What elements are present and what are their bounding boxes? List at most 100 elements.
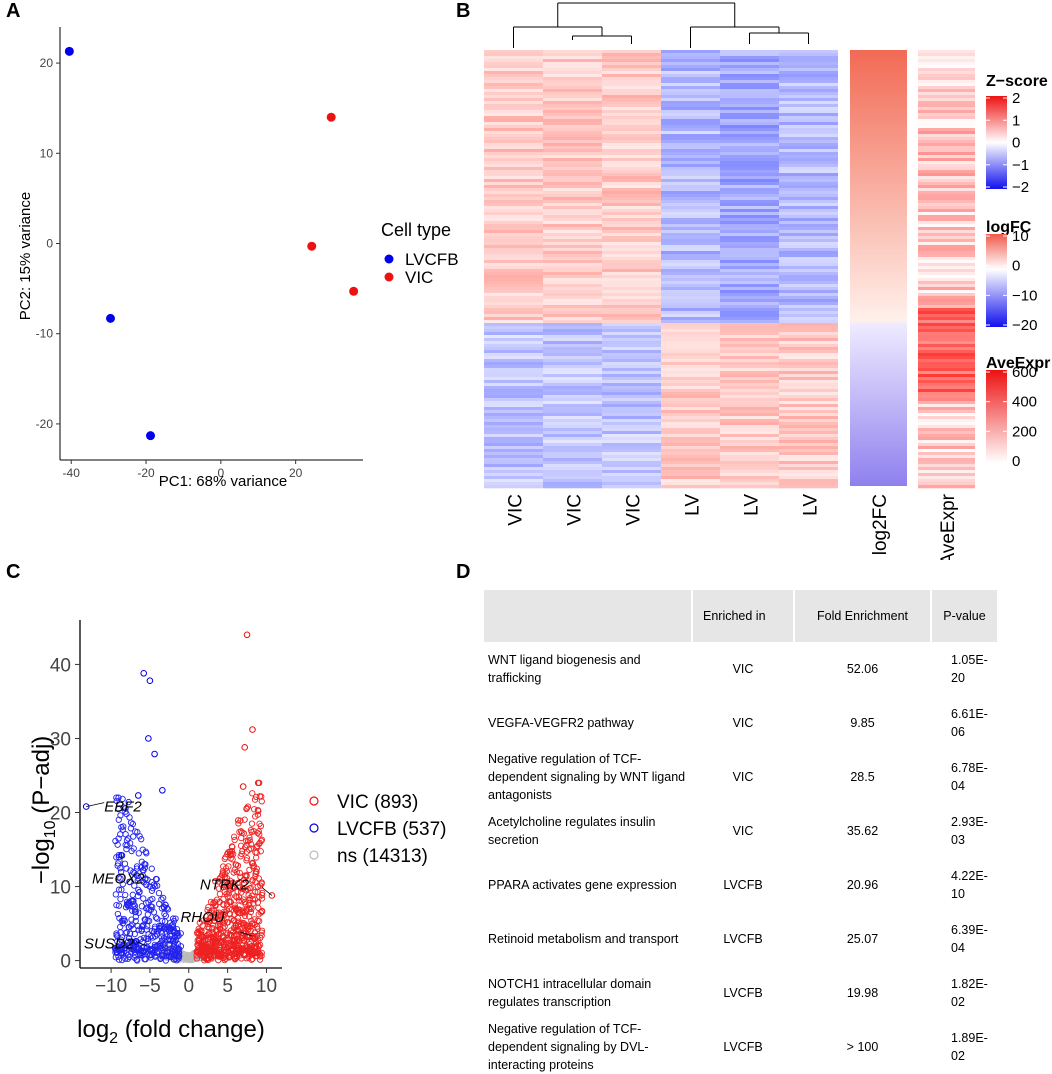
heatmap-cell — [661, 125, 720, 129]
heatmap-cell — [661, 332, 720, 336]
pca-point-vic — [349, 286, 359, 296]
volcano-vic-point — [232, 893, 239, 900]
heatmap-cell — [602, 122, 661, 126]
volcano-vic-point — [234, 941, 241, 949]
volcano-vic-point — [254, 941, 262, 948]
heatmap-cell — [484, 470, 543, 474]
heatmap-cell — [543, 56, 602, 60]
heatmap-cell — [661, 203, 720, 207]
table-row: Acetylcholine regulates insulin secretio… — [484, 804, 997, 858]
heatmap-cell — [661, 371, 720, 375]
heatmap-cell — [602, 320, 661, 324]
heatmap-cell — [602, 392, 661, 396]
heatmap-cell — [661, 68, 720, 72]
heatmap-cell — [602, 413, 661, 417]
heatmap-cell — [661, 431, 720, 435]
heatmap-cell — [661, 236, 720, 240]
heatmap-cell — [720, 110, 779, 114]
heatmap-cell — [779, 77, 838, 81]
heatmap-cell — [484, 377, 543, 381]
heatmap-cell — [720, 419, 779, 423]
volcano-vic-point — [231, 953, 238, 960]
volcano-highlight-point — [151, 750, 158, 758]
volcano-vic-point — [250, 900, 257, 907]
heatmap-cell — [602, 473, 661, 477]
volcano-vic-point — [193, 955, 201, 962]
heatmap-cell — [543, 74, 602, 78]
heatmap-cell — [484, 374, 543, 378]
heatmap-cell — [779, 152, 838, 156]
table-header-fold-enrichment: Fold Enrichment — [793, 590, 931, 642]
heatmap-cell — [543, 290, 602, 294]
heatmap-cell — [720, 191, 779, 195]
heatmap-cell — [779, 176, 838, 180]
heatmap-cell — [661, 224, 720, 228]
heatmap-cell — [602, 287, 661, 291]
heatmap-cell — [779, 263, 838, 267]
volcano-vic-point — [210, 900, 217, 907]
heatmap-cell — [661, 446, 720, 450]
heatmap-cell — [602, 404, 661, 408]
heatmap-cell — [602, 281, 661, 285]
heatmap-cell — [661, 92, 720, 96]
aveexpr-annotation-cell — [918, 344, 975, 348]
heatmap-cell — [661, 245, 720, 249]
heatmap-cell — [484, 236, 543, 240]
volcano-lvcfb-point — [175, 946, 183, 953]
heatmap-cell — [720, 260, 779, 264]
heatmap-cell — [779, 419, 838, 423]
volcano-lvcfb-point — [133, 863, 141, 870]
heatmap-cell — [661, 251, 720, 255]
heatmap-cell — [602, 212, 661, 216]
volcano-vic-point — [221, 871, 229, 878]
heatmap-cell — [720, 164, 779, 168]
volcano-lvcfb-point — [166, 949, 173, 956]
heatmap-cell — [484, 131, 543, 135]
heatmap-cell — [543, 464, 602, 468]
volcano-vic-point — [245, 906, 253, 913]
heatmap-cell — [484, 368, 543, 372]
heatmap-cell — [543, 206, 602, 210]
heatmap-cell — [543, 212, 602, 216]
heatmap-cell — [543, 371, 602, 375]
volcano-vic-point — [247, 841, 255, 848]
heatmap-cell — [602, 365, 661, 369]
volcano-lvcfb-point — [137, 952, 144, 959]
aveexpr-annotation-cell — [918, 137, 975, 141]
heatmap-cell — [720, 440, 779, 444]
aveexpr-annotation-cell — [918, 119, 975, 123]
heatmap-cell — [779, 110, 838, 114]
aveexpr-annotation-cell — [918, 206, 975, 210]
heatmap-cell — [543, 218, 602, 222]
heatmap-cell — [543, 209, 602, 213]
heatmap-cell — [720, 137, 779, 141]
heatmap-cell — [779, 278, 838, 282]
volcano-vic-point — [196, 951, 204, 958]
volcano-vic-point — [246, 866, 253, 874]
heatmap-cell — [484, 230, 543, 234]
heatmap-cell — [602, 74, 661, 78]
volcano-lvcfb-point — [117, 868, 125, 876]
aveexpr-annotation-cell — [918, 272, 975, 276]
heatmap-cell — [779, 122, 838, 126]
heatmap-legend-tick-label: 2 — [1012, 90, 1020, 107]
heatmap-cell — [720, 398, 779, 402]
volcano-vic-point — [209, 929, 216, 936]
heatmap-cell — [484, 308, 543, 312]
volcano-highlight-point — [145, 735, 152, 742]
heatmap-cell — [484, 410, 543, 414]
heatmap-cell — [720, 332, 779, 336]
heatmap-cell — [484, 443, 543, 447]
heatmap-cell — [661, 311, 720, 315]
aveexpr-annotation-cell — [918, 287, 975, 291]
table-cell-pvalue: 1.82E-02 — [951, 977, 988, 1009]
heatmap-cell — [661, 137, 720, 141]
heatmap-legend-title: AveExpr — [986, 355, 1050, 372]
volcano-vic-point — [246, 834, 253, 841]
heatmap-cell — [661, 113, 720, 117]
heatmap-cell — [720, 326, 779, 330]
heatmap-cell — [484, 467, 543, 471]
aveexpr-annotation-cell — [918, 368, 975, 372]
heatmap-cell — [543, 446, 602, 450]
heatmap-cell — [720, 476, 779, 480]
